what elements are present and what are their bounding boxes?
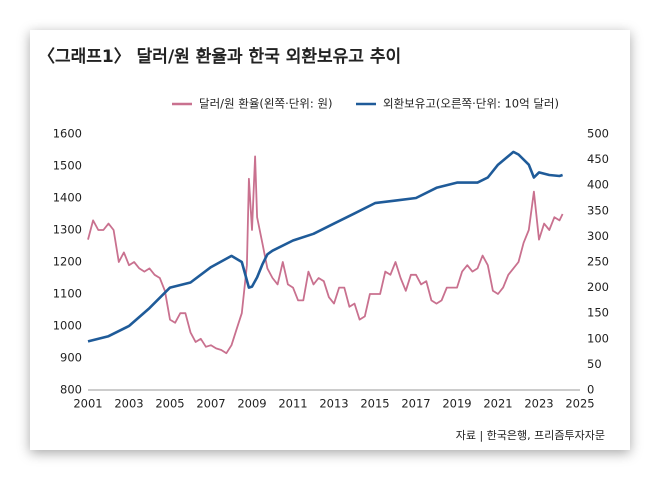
y2-tick-label: 500: [587, 127, 609, 141]
y2-tick-label: 450: [587, 152, 609, 166]
x-tick-label: 2017: [401, 397, 430, 411]
y-tick-label: 1400: [53, 191, 82, 205]
x-tick-label: 2023: [524, 397, 553, 411]
y-tick-label: 800: [60, 383, 82, 397]
x-tick-label: 2021: [483, 397, 512, 411]
y-tick-label: 1200: [53, 255, 82, 269]
y-tick-label: 1300: [53, 223, 82, 237]
legend-label: 달러/원 환율(왼쪽·단위: 원): [199, 97, 333, 111]
y-tick-label: 1100: [53, 287, 82, 301]
card: [30, 30, 630, 450]
y2-tick-label: 50: [587, 357, 602, 371]
y2-tick-label: 100: [587, 331, 609, 345]
series-line: [87, 150, 563, 343]
series-line: [87, 155, 564, 355]
x-tick-label: 2019: [442, 397, 471, 411]
y2-tick-label: 200: [587, 280, 609, 294]
x-tick-label: 2015: [360, 397, 389, 411]
y2-tick-label: 300: [587, 229, 609, 243]
chart-title: 〈그래프1〉 달러/원 환율과 한국 외환보유고 추이: [38, 46, 401, 67]
x-tick-label: 2009: [237, 397, 266, 411]
y-tick-label: 1500: [53, 159, 82, 173]
y2-tick-label: 0: [587, 383, 594, 397]
y2-tick-label: 400: [587, 178, 609, 192]
source: 자료 | 한국은행, 프리즘투자자문: [456, 429, 605, 442]
y-tick-label: 1600: [53, 127, 82, 141]
x-tick-label: 2007: [196, 397, 225, 411]
y-tick-label: 1000: [53, 319, 82, 333]
y2-tick-label: 350: [587, 203, 609, 217]
y2-tick-label: 150: [587, 306, 609, 320]
x-tick-label: 2001: [73, 397, 102, 411]
x-tick-label: 2013: [319, 397, 348, 411]
y2-tick-label: 250: [587, 255, 609, 269]
x-tick-label: 2011: [278, 397, 307, 411]
y-tick-label: 900: [60, 351, 82, 365]
x-tick-label: 2005: [155, 397, 184, 411]
legend-label: 외환보유고(오른쪽·단위: 10억 달러): [383, 97, 559, 111]
x-tick-label: 2003: [114, 397, 143, 411]
x-tick-label: 2025: [565, 397, 594, 411]
